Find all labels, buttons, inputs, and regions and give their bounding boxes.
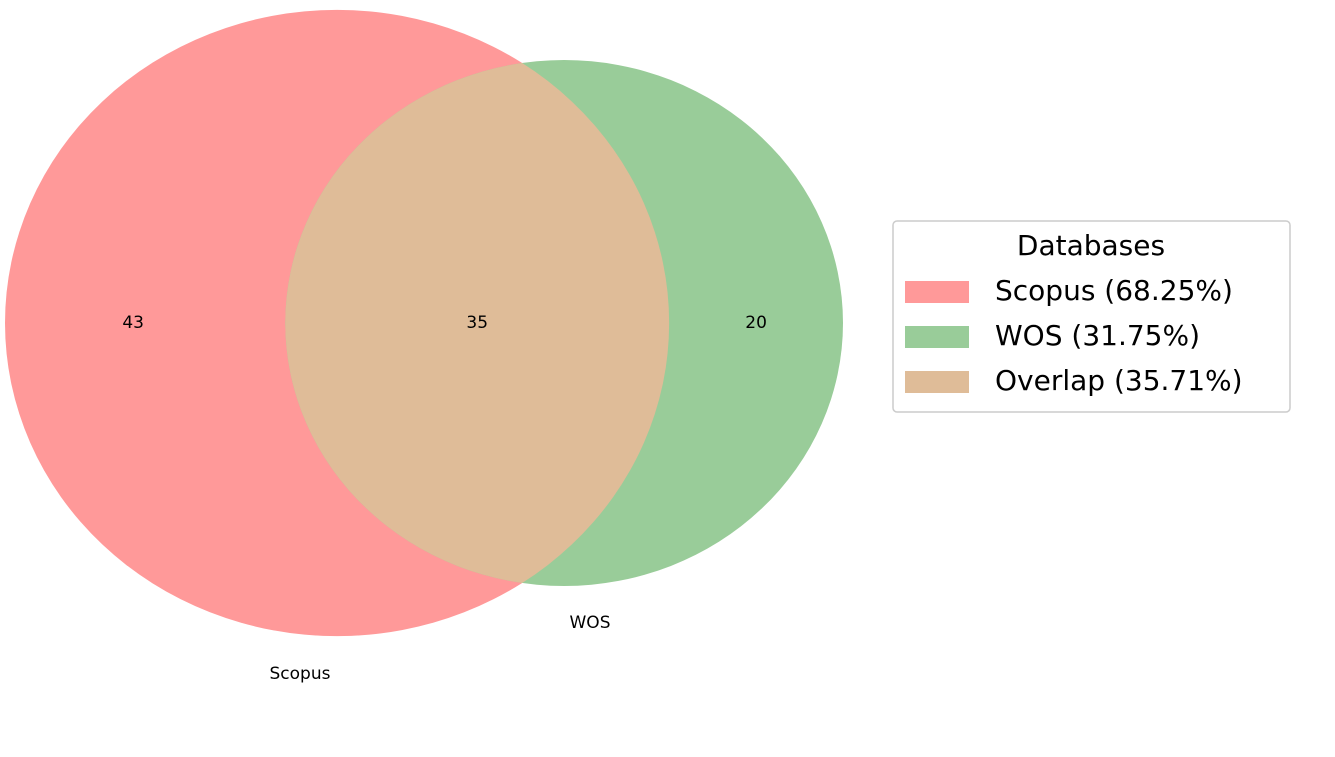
region-label: 20 [745, 313, 767, 333]
legend-swatch [905, 371, 969, 393]
legend-label: Overlap (35.71%) [995, 364, 1243, 397]
legend-label: WOS (31.75%) [995, 319, 1200, 352]
region-label: 43 [122, 313, 144, 333]
set-label: Scopus [270, 664, 331, 684]
overlap-region [285, 60, 670, 586]
legend-box [892, 220, 1291, 413]
set-label: WOS [570, 613, 611, 633]
legend-label: Scopus (68.25%) [995, 274, 1233, 307]
region-label: 35 [466, 313, 488, 333]
legend-title: Databases [1017, 229, 1165, 262]
legend-swatch [905, 326, 969, 348]
legend-swatch [905, 281, 969, 303]
